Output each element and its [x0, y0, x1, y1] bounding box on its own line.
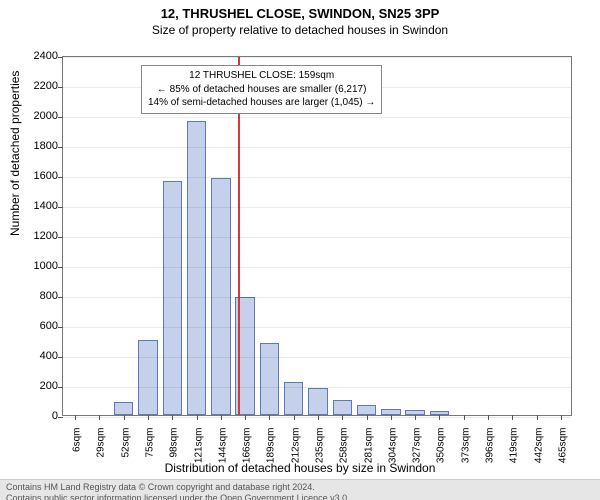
x-tick-label: 121sqm [193, 428, 204, 478]
y-tick-mark [58, 87, 63, 88]
x-tick-mark [245, 415, 246, 420]
y-tick-mark [58, 297, 63, 298]
page-title: 12, THRUSHEL CLOSE, SWINDON, SN25 3PP [0, 6, 600, 21]
footer-line1: Contains HM Land Registry data © Crown c… [6, 482, 594, 492]
y-tick-mark [58, 417, 63, 418]
grid-line [63, 237, 571, 238]
y-tick-mark [58, 357, 63, 358]
grid-line [63, 207, 571, 208]
y-tick-label: 400 [8, 350, 58, 362]
y-tick-label: 0 [8, 410, 58, 422]
x-tick-mark [172, 415, 173, 420]
grid-line [63, 177, 571, 178]
x-tick-label: 166sqm [242, 428, 253, 478]
y-tick-label: 1200 [8, 230, 58, 242]
x-tick-label: 419sqm [509, 428, 520, 478]
grid-line [63, 117, 571, 118]
x-tick-mark [561, 415, 562, 420]
x-tick-mark [99, 415, 100, 420]
plot-area: 12 THRUSHEL CLOSE: 159sqm ← 85% of detac… [62, 56, 572, 416]
y-tick-mark [58, 117, 63, 118]
x-tick-label: 6sqm [72, 428, 83, 478]
bar [333, 400, 352, 415]
grid-line [63, 357, 571, 358]
grid-line [63, 297, 571, 298]
footer-line2: Contains public sector information licen… [6, 493, 594, 500]
bar [260, 343, 279, 415]
annotation-line1: 12 THRUSHEL CLOSE: 159sqm [148, 69, 375, 83]
x-tick-mark [221, 415, 222, 420]
x-tick-mark [124, 415, 125, 420]
y-tick-mark [58, 267, 63, 268]
annotation-line2: ← 85% of detached houses are smaller (6,… [148, 83, 375, 97]
x-tick-label: 189sqm [266, 428, 277, 478]
grid-line [63, 387, 571, 388]
y-tick-label: 1000 [8, 260, 58, 272]
annotation-line3: 14% of semi-detached houses are larger (… [148, 96, 375, 110]
y-tick-mark [58, 327, 63, 328]
x-tick-label: 258sqm [339, 428, 350, 478]
x-tick-label: 281sqm [363, 428, 374, 478]
bar [163, 181, 182, 415]
x-tick-label: 29sqm [96, 428, 107, 478]
grid-line [63, 267, 571, 268]
x-tick-label: 304sqm [387, 428, 398, 478]
y-tick-label: 2000 [8, 110, 58, 122]
x-tick-label: 396sqm [485, 428, 496, 478]
grid-line [63, 147, 571, 148]
bar [308, 388, 327, 415]
bar [138, 340, 157, 415]
x-tick-mark [294, 415, 295, 420]
x-tick-label: 350sqm [436, 428, 447, 478]
x-tick-mark [488, 415, 489, 420]
x-tick-mark [415, 415, 416, 420]
y-tick-label: 600 [8, 320, 58, 332]
page-subtitle: Size of property relative to detached ho… [0, 23, 600, 37]
y-tick-label: 1600 [8, 170, 58, 182]
x-tick-mark [391, 415, 392, 420]
x-tick-label: 52sqm [120, 428, 131, 478]
y-tick-mark [58, 237, 63, 238]
x-tick-mark [269, 415, 270, 420]
x-tick-label: 465sqm [557, 428, 568, 478]
x-tick-label: 98sqm [169, 428, 180, 478]
y-tick-label: 2200 [8, 80, 58, 92]
x-tick-mark [318, 415, 319, 420]
x-tick-mark [464, 415, 465, 420]
y-tick-mark [58, 177, 63, 178]
grid-line [63, 327, 571, 328]
x-tick-label: 327sqm [412, 428, 423, 478]
annotation-box: 12 THRUSHEL CLOSE: 159sqm ← 85% of detac… [141, 65, 382, 114]
grid-line [63, 57, 571, 58]
y-tick-mark [58, 57, 63, 58]
x-tick-mark [75, 415, 76, 420]
x-tick-mark [439, 415, 440, 420]
grid-line [63, 417, 571, 418]
y-tick-label: 800 [8, 290, 58, 302]
y-tick-label: 200 [8, 380, 58, 392]
y-tick-label: 1400 [8, 200, 58, 212]
x-tick-mark [148, 415, 149, 420]
y-tick-mark [58, 387, 63, 388]
bar [357, 405, 376, 416]
y-tick-label: 2400 [8, 50, 58, 62]
y-tick-mark [58, 147, 63, 148]
footer: Contains HM Land Registry data © Crown c… [0, 479, 600, 500]
x-tick-mark [537, 415, 538, 420]
x-tick-label: 235sqm [315, 428, 326, 478]
x-tick-label: 75sqm [145, 428, 156, 478]
x-tick-label: 373sqm [460, 428, 471, 478]
chart-root: 12, THRUSHEL CLOSE, SWINDON, SN25 3PP Si… [0, 6, 600, 500]
x-tick-label: 144sqm [217, 428, 228, 478]
x-tick-mark [342, 415, 343, 420]
y-tick-mark [58, 207, 63, 208]
x-tick-mark [197, 415, 198, 420]
x-tick-label: 442sqm [533, 428, 544, 478]
bar [187, 121, 206, 415]
x-tick-label: 212sqm [290, 428, 301, 478]
bar [114, 402, 133, 416]
x-tick-mark [367, 415, 368, 420]
x-tick-mark [512, 415, 513, 420]
y-tick-label: 1800 [8, 140, 58, 152]
